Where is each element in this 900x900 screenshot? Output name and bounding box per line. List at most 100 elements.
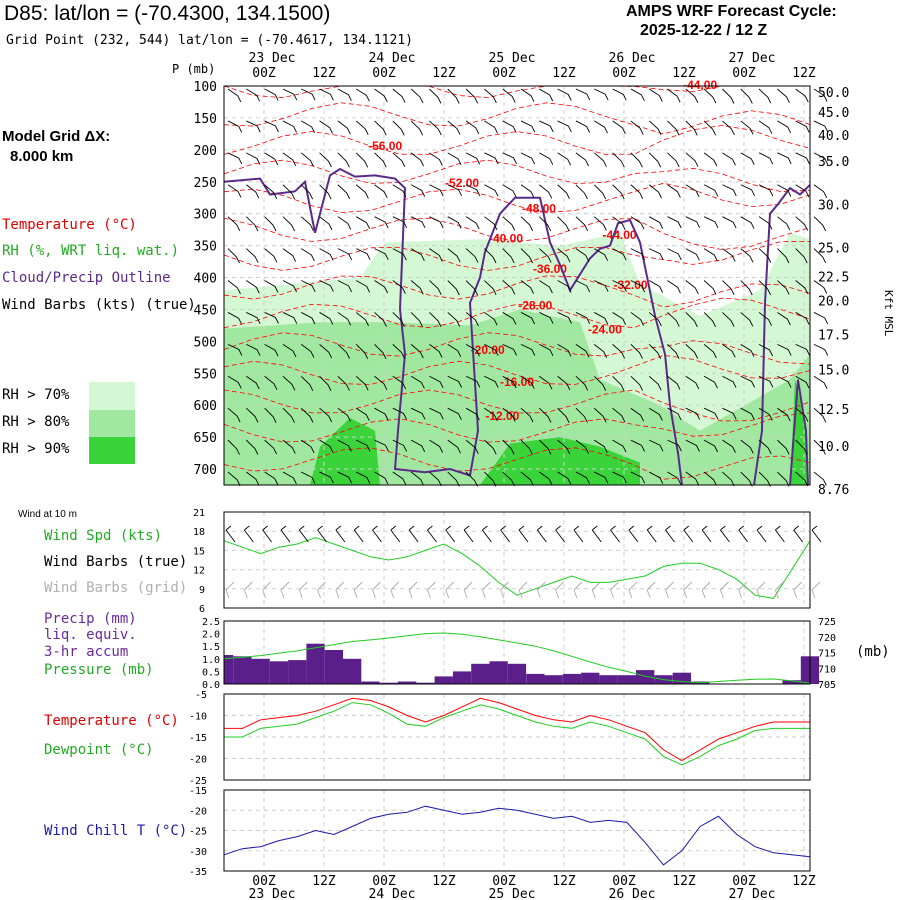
- wind-barb: [300, 407, 314, 423]
- precip-bar: [379, 682, 398, 684]
- wind-barb: [429, 407, 444, 420]
- wind-barb: [612, 312, 627, 326]
- wind-barb: [484, 375, 499, 388]
- wind-barb: [392, 312, 405, 328]
- wind-barb: [740, 216, 755, 229]
- wind-barb: [685, 88, 699, 104]
- wind-barb-true: [225, 525, 236, 543]
- wind-barb: [282, 312, 298, 324]
- precip-bar: [416, 682, 435, 684]
- wind-barb: [502, 152, 518, 165]
- wind-barb: [520, 343, 536, 356]
- wind-barb-grid: [427, 581, 436, 599]
- wind-barb: [410, 375, 425, 389]
- model-grid-value: 8.000 km: [10, 148, 74, 165]
- wind-barb: [447, 88, 460, 104]
- wind-barb-grid: [280, 581, 290, 599]
- wind-barb: [758, 152, 774, 165]
- precip-bar: [581, 672, 600, 684]
- wind-barb: [319, 375, 332, 392]
- wind-barb: [484, 216, 498, 231]
- wind-barb-true: [775, 525, 785, 543]
- wind-barb: [539, 375, 553, 390]
- wind-barb: [447, 120, 461, 135]
- top-time-tick: 12Z: [432, 66, 456, 81]
- wind-barb: [777, 120, 792, 134]
- wind-barb-grid: [774, 581, 784, 599]
- precip-bar: [562, 673, 582, 684]
- windchill-ytick-label: -35: [189, 867, 207, 878]
- top-time-tick: 00Z: [372, 66, 396, 81]
- wind-barb: [392, 280, 406, 294]
- dewpoint-line: [224, 702, 810, 766]
- wind-barb: [429, 152, 443, 166]
- wind-barb: [539, 88, 554, 102]
- wind-barb: [465, 280, 479, 296]
- wind-barb: [227, 312, 243, 325]
- wind-barb: [246, 471, 260, 486]
- wind-barb: [648, 439, 664, 452]
- precip-bar: [617, 675, 636, 684]
- wind-barb: [740, 439, 754, 454]
- wind-barb: [429, 88, 442, 104]
- wind-barb: [465, 343, 480, 357]
- wind-barb-true: [811, 525, 822, 543]
- wind-barb: [410, 439, 426, 453]
- temperature-contour-label: -20.00: [471, 343, 505, 357]
- wind-barb: [740, 343, 755, 357]
- wind-barb-true: [720, 525, 730, 543]
- wind-barb: [575, 407, 588, 423]
- cloud-outline: [223, 167, 811, 486]
- wind-barb: [319, 216, 333, 231]
- wind-barb: [795, 343, 811, 356]
- wind-barb: [227, 152, 243, 165]
- pressure-tick-label: 650: [194, 431, 217, 446]
- wind-barb: [337, 248, 353, 261]
- wind-barb: [795, 407, 809, 422]
- wind-barb: [319, 471, 334, 484]
- bottom-time-tick: 00Z: [612, 874, 636, 889]
- temperature-contour-label: -24.00: [588, 323, 622, 337]
- wind-barb: [355, 407, 370, 421]
- precip-bar: [343, 658, 362, 684]
- rh90-swatch: [89, 437, 135, 464]
- wind-barb: [740, 280, 753, 296]
- wind-barb: [630, 312, 645, 326]
- wind-barb: [612, 471, 627, 484]
- wind-barb-grid: [262, 581, 271, 599]
- wind-ytick-label: 12: [193, 566, 205, 577]
- wind-barb: [301, 312, 316, 325]
- wind-barb: [300, 439, 315, 454]
- wind-barb: [410, 280, 424, 295]
- kft-tick-label: 22.5: [818, 271, 849, 286]
- kft-tick-label: 8.76: [818, 483, 849, 498]
- wind-barb: [227, 471, 241, 487]
- wind-barb: [594, 120, 608, 134]
- wind-barb: [355, 184, 369, 199]
- top-date-label: 26 Dec: [609, 51, 656, 66]
- pressure-tick-label: 550: [194, 367, 217, 382]
- page-title: D85: lat/lon = (-70.4300, 134.1500): [4, 2, 331, 25]
- wind-barb: [648, 344, 662, 360]
- wind-barb: [648, 216, 664, 229]
- wind-barb-grid: [408, 581, 418, 599]
- wind-barb: [539, 312, 554, 324]
- precip-bar: [471, 663, 490, 684]
- wind-barb: [410, 407, 426, 420]
- wind-barb: [777, 216, 791, 231]
- wind-barb-grid: [500, 581, 510, 599]
- wind-barb: [337, 152, 350, 168]
- wind-barb: [337, 471, 353, 484]
- wind-barb: [538, 216, 552, 232]
- wind-barb: [593, 375, 607, 391]
- wind-barb: [337, 88, 352, 101]
- wind-barb: [264, 471, 279, 485]
- wind-barb: [410, 184, 426, 197]
- precip-ytick-label: 1.5: [202, 642, 220, 653]
- temperature-contour-label: -48.00: [522, 201, 556, 215]
- top-date-label: 25 Dec: [489, 51, 536, 66]
- temperature-contour-label: -56.00: [368, 139, 402, 153]
- wind-barb-grid: [720, 581, 729, 599]
- top-date-label: 23 Dec: [249, 51, 296, 66]
- top-date-label: 24 Dec: [369, 51, 416, 66]
